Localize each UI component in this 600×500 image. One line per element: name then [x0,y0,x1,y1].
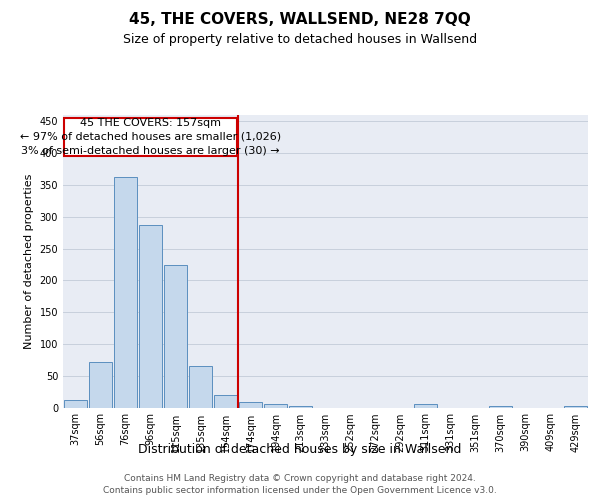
Bar [239,402,262,407]
Bar [89,362,112,408]
Bar [64,400,87,407]
Bar [139,225,162,408]
FancyBboxPatch shape [64,118,237,156]
Text: Size of property relative to detached houses in Wallsend: Size of property relative to detached ho… [123,32,477,46]
Y-axis label: Number of detached properties: Number of detached properties [24,174,34,349]
Text: 45, THE COVERS, WALLSEND, NE28 7QQ: 45, THE COVERS, WALLSEND, NE28 7QQ [129,12,471,28]
Bar [289,406,312,407]
Bar [564,406,587,407]
Bar [189,366,212,408]
Text: Contains HM Land Registry data © Crown copyright and database right 2024.
Contai: Contains HM Land Registry data © Crown c… [103,474,497,495]
Bar [214,395,237,407]
Bar [264,404,287,407]
Text: Distribution of detached houses by size in Wallsend: Distribution of detached houses by size … [139,442,461,456]
Bar [114,178,137,408]
Bar [414,404,437,407]
Text: 45 THE COVERS: 157sqm
← 97% of detached houses are smaller (1,026)
3% of semi-de: 45 THE COVERS: 157sqm ← 97% of detached … [20,118,281,156]
Bar [489,406,512,407]
Bar [164,265,187,408]
